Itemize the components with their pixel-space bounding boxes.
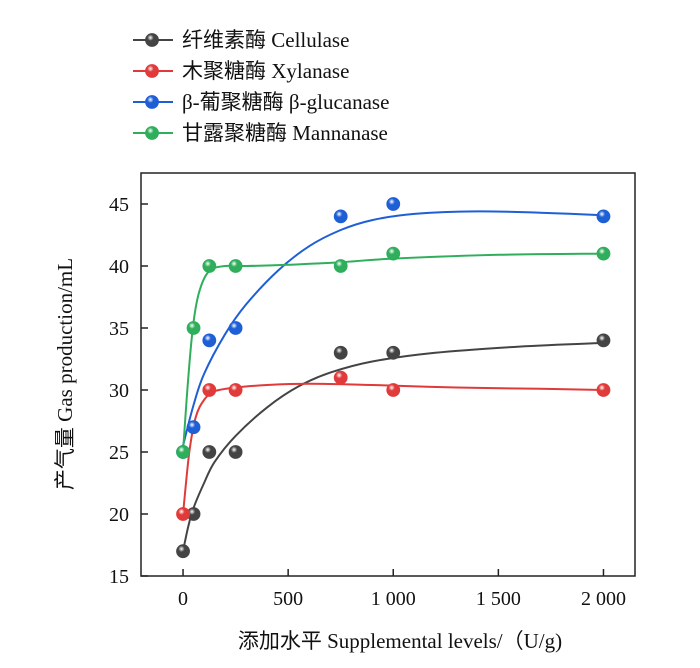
point-xylanase	[596, 383, 611, 397]
point-mannanase	[202, 259, 217, 273]
y-tick-label: 30	[109, 380, 129, 402]
point-glucanase	[186, 420, 201, 435]
point-xylanase	[333, 370, 348, 385]
x-tick-label: 2 000	[581, 588, 626, 610]
y-tick-label: 25	[109, 442, 129, 464]
x-tick-label: 0	[178, 588, 188, 610]
fit-curves	[182, 210, 604, 552]
point-xylanase	[176, 507, 190, 521]
point-glucanase	[386, 197, 401, 211]
point-cellulase	[176, 544, 190, 559]
y-axis: 15 20 25 30 35 40 45	[109, 194, 148, 588]
plot-frame	[140, 172, 636, 577]
legend-label-cellulase: 纤维素酶 Cellulase	[182, 28, 349, 52]
point-mannanase	[333, 259, 348, 273]
point-mannanase	[386, 246, 401, 261]
x-tick-label: 1 500	[476, 588, 521, 610]
legend-label-glucanase: β-葡聚糖酶 β-glucanase	[182, 90, 389, 114]
point-mannanase	[186, 321, 201, 335]
point-glucanase	[333, 209, 348, 224]
x-tick-label: 1 000	[371, 588, 416, 610]
y-tick-label: 15	[109, 566, 129, 588]
point-xylanase	[202, 383, 217, 397]
x-axis: 0 500 1 000 1 500 2 000	[178, 569, 626, 610]
y-tick-label: 35	[109, 318, 129, 340]
y-tick-label: 45	[109, 194, 129, 216]
legend-marker-xylanase	[145, 64, 159, 78]
point-cellulase	[386, 345, 401, 360]
legend: 纤维素酶 Cellulase 木聚糖酶 Xylanase β-葡聚糖酶 β-gluc…	[133, 28, 389, 145]
point-cellulase	[202, 445, 217, 459]
point-cellulase	[333, 345, 348, 360]
fit-curve-xylanase	[182, 382, 604, 515]
fit-curve-glucanase	[182, 210, 604, 447]
point-cellulase	[228, 445, 243, 459]
point-cellulase	[596, 333, 611, 348]
y-tick-label: 20	[109, 504, 129, 526]
point-glucanase	[596, 209, 611, 224]
legend-label-mannanase: 甘露聚糖酶 Mannanase	[182, 121, 388, 145]
legend-label-xylanase: 木聚糖酶 Xylanase	[182, 59, 349, 83]
legend-marker-cellulase	[145, 33, 159, 47]
y-tick-label: 40	[109, 256, 129, 278]
point-mannanase	[596, 246, 611, 261]
point-xylanase	[228, 383, 243, 397]
x-tick-label: 500	[273, 588, 303, 610]
legend-marker-glucanase	[145, 95, 159, 109]
data-points	[176, 197, 611, 559]
legend-marker-mannanase	[145, 126, 159, 140]
point-mannanase	[228, 259, 243, 273]
y-axis-title: 产气量 Gas production/mL	[53, 258, 77, 490]
point-glucanase	[228, 321, 243, 335]
fit-curve-cellulase	[182, 341, 604, 552]
point-mannanase	[176, 445, 190, 459]
point-xylanase	[386, 383, 401, 397]
point-glucanase	[202, 333, 217, 348]
x-axis-title: 添加水平 Supplemental levels/（U/g)	[238, 629, 562, 653]
